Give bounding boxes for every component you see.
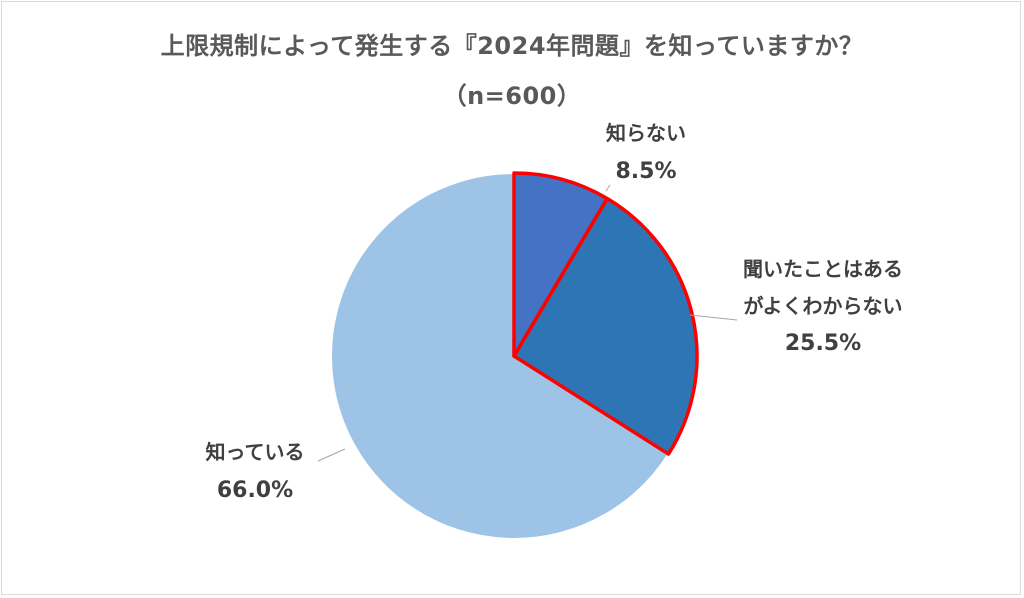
slice-category-label-3: 知っている: [206, 440, 305, 464]
chart-subtitle: （n=600）: [442, 82, 582, 110]
slice-highlight-2: [512, 196, 699, 456]
pie-slice-3: [330, 172, 670, 540]
leader-line-1: [605, 184, 611, 192]
slice-value-label-3: 66.0%: [217, 478, 293, 503]
slice-value-label-1: 8.5%: [615, 159, 676, 184]
slice-highlight-outlines: [512, 171, 699, 456]
leader-lines: [317, 184, 738, 462]
slice-value-label-2: 25.5%: [785, 331, 861, 356]
slice-category-label-2: 聞いたことはある: [743, 257, 903, 281]
slice-highlight-1: [512, 171, 609, 358]
chart-title: 上限規制によって発生する『2024年問題』を知っていますか？: [160, 32, 864, 60]
slice-category-label-2: がよくわからない: [744, 294, 903, 318]
leader-line-2: [689, 314, 738, 321]
slice-category-label-1: 知らない: [606, 121, 686, 145]
leader-line-3: [317, 448, 346, 462]
